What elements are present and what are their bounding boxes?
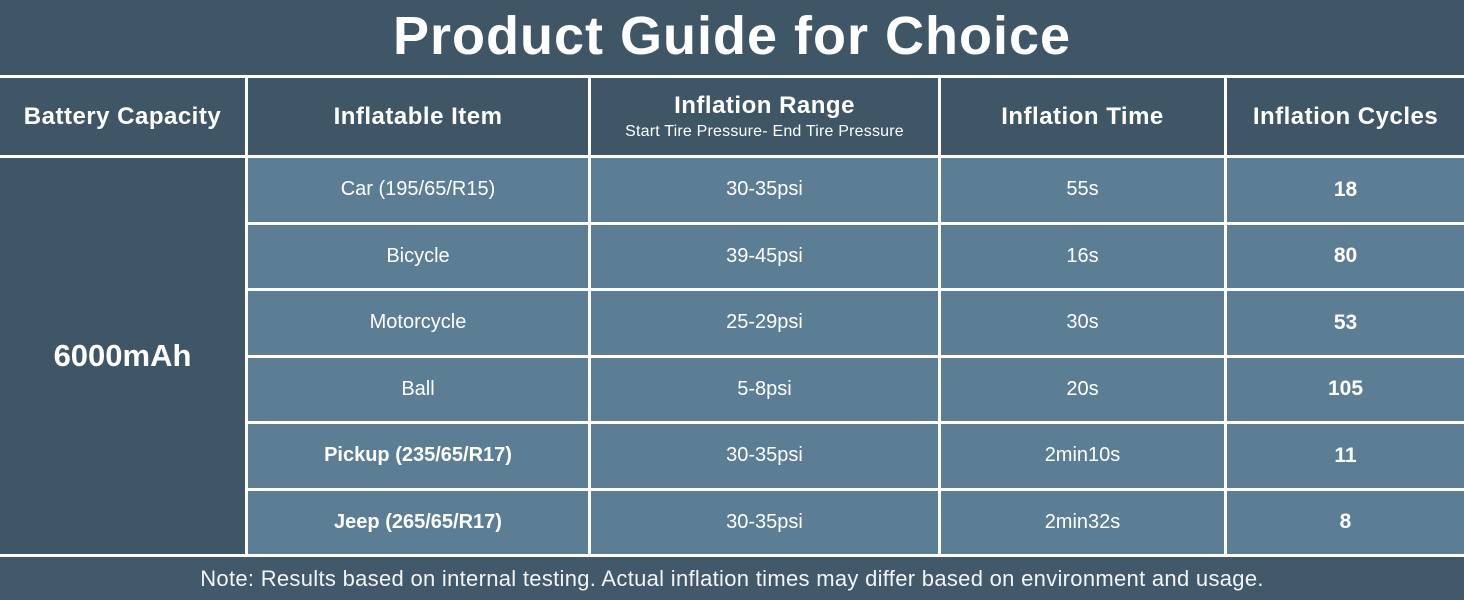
table-cell-time: 16s (941, 224, 1224, 288)
table-cell-time: 55s (941, 158, 1224, 222)
table-cell-time: 2min32s (941, 490, 1224, 554)
table-cell-range: 39-45psi (591, 224, 938, 288)
table-cell-time: 20s (941, 357, 1224, 421)
table-cell-time: 30s (941, 291, 1224, 355)
col-header-battery-capacity: Battery Capacity (0, 78, 245, 155)
table-cell-item: Car (195/65/R15) (248, 158, 588, 222)
table-cell-cycles: 18 (1227, 158, 1464, 222)
table-cell-range: 25-29psi (591, 291, 938, 355)
inflation-range-title: Inflation Range (674, 92, 855, 119)
table-cell-item: Ball (248, 357, 588, 421)
inflation-range-subtitle: Start Tire Pressure- End Tire Pressure (625, 123, 904, 140)
table-cell-item: Bicycle (248, 224, 588, 288)
table-cell-range: 5-8psi (591, 357, 938, 421)
table-cell-item: Motorcycle (248, 291, 588, 355)
note-text: Note: Results based on internal testing.… (200, 565, 1264, 591)
note-bar: Note: Results based on internal testing.… (0, 554, 1464, 600)
product-table: Battery Capacity Inflatable Item Inflati… (0, 75, 1464, 554)
table-cell-range: 30-35psi (591, 490, 938, 554)
table-cell-item: Pickup (235/65/R17) (248, 424, 588, 488)
page-title: Product Guide for Choice (392, 6, 1072, 66)
col-header-inflatable-item: Inflatable Item (248, 78, 588, 155)
table-cell-cycles: 105 (1227, 357, 1464, 421)
table-cell-range: 30-35psi (591, 158, 938, 222)
table-cell-time: 2min10s (941, 424, 1224, 488)
battery-capacity-cell: 6000mAh (0, 158, 245, 554)
col-header-inflation-cycles: Inflation Cycles (1227, 78, 1464, 155)
table-cell-cycles: 8 (1227, 490, 1464, 554)
table-cell-item: Jeep (265/65/R17) (248, 490, 588, 554)
table-cell-cycles: 80 (1227, 224, 1464, 288)
col-header-inflation-range: Inflation Range Start Tire Pressure- End… (591, 78, 938, 155)
col-header-inflation-time: Inflation Time (941, 78, 1224, 155)
table-cell-cycles: 53 (1227, 291, 1464, 355)
table-cell-range: 30-35psi (591, 424, 938, 488)
table-cell-cycles: 11 (1227, 424, 1464, 488)
